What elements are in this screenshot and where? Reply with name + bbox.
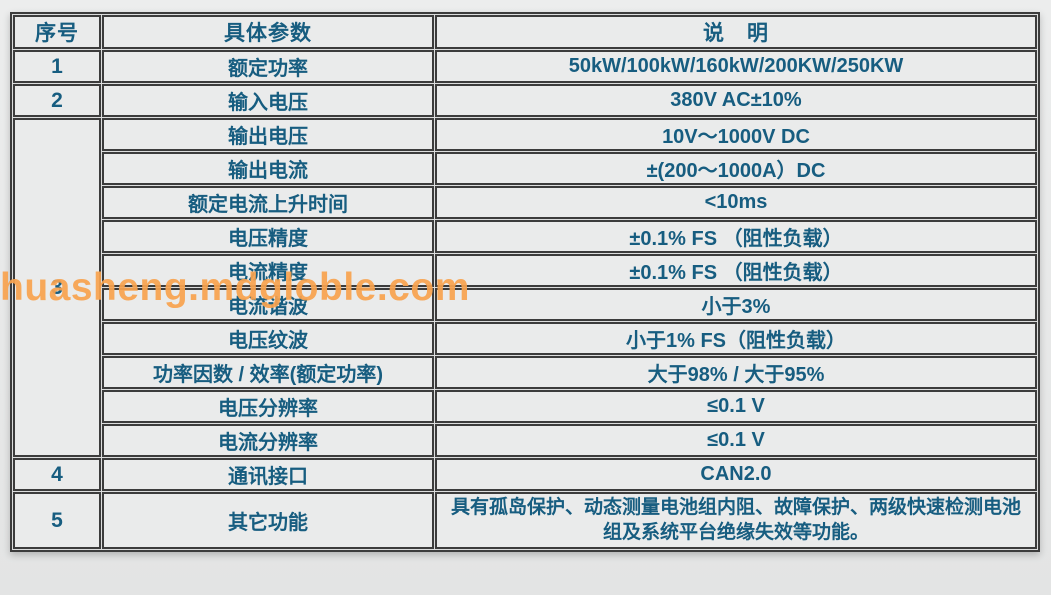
table-row: 电流分辨率 ≤0.1 V xyxy=(13,424,1037,457)
param-cell: 电流精度 xyxy=(102,254,434,287)
table-row: 4 通讯接口 CAN2.0 xyxy=(13,458,1037,491)
param-cell: 电压纹波 xyxy=(102,322,434,355)
desc-cell: 具有孤岛保护、动态测量电池组内阻、故障保护、两级快速检测电池组及系统平台绝缘失效… xyxy=(435,492,1037,550)
header-row: 序号 具体参数 说 明 xyxy=(13,15,1037,49)
table-row: 输出电流 ±(200～1000A）DC xyxy=(13,152,1037,185)
table-row: 功率因数 / 效率(额定功率) 大于98% / 大于95% xyxy=(13,356,1037,389)
param-cell: 电流分辨率 xyxy=(102,424,434,457)
param-cell: 电压精度 xyxy=(102,220,434,253)
desc-cell: ≤0.1 V xyxy=(435,390,1037,423)
param-cell: 电流谐波 xyxy=(102,288,434,321)
param-cell: 输入电压 xyxy=(102,84,434,117)
param-cell: 电压分辨率 xyxy=(102,390,434,423)
param-cell: 额定功率 xyxy=(102,50,434,83)
desc-cell: ±0.1% FS （阻性负载） xyxy=(435,220,1037,253)
row-serial: 1 xyxy=(13,50,101,83)
spec-table: 序号 具体参数 说 明 1 额定功率 50kW/100kW/160kW/200K… xyxy=(10,12,1040,553)
table-row: 电压分辨率 ≤0.1 V xyxy=(13,390,1037,423)
param-cell: 功率因数 / 效率(额定功率) xyxy=(102,356,434,389)
table-row: 5 其它功能 具有孤岛保护、动态测量电池组内阻、故障保护、两级快速检测电池组及系… xyxy=(13,492,1037,550)
table-row: 2 输入电压 380V AC±10% xyxy=(13,84,1037,117)
param-cell: 额定电流上升时间 xyxy=(102,186,434,219)
table-row: 电流谐波 小于3% xyxy=(13,288,1037,321)
desc-cell: 10V～1000V DC xyxy=(435,118,1037,151)
table-row: 额定电流上升时间 <10ms xyxy=(13,186,1037,219)
row-serial: 5 xyxy=(13,492,101,550)
header-serial: 序号 xyxy=(13,15,101,49)
param-cell: 通讯接口 xyxy=(102,458,434,491)
header-parameter: 具体参数 xyxy=(102,15,434,49)
table-row: 电压纹波 小于1% FS（阻性负载） xyxy=(13,322,1037,355)
desc-cell: 380V AC±10% xyxy=(435,84,1037,117)
desc-cell: CAN2.0 xyxy=(435,458,1037,491)
row-serial: 4 xyxy=(13,458,101,491)
header-description: 说 明 xyxy=(435,15,1037,49)
desc-cell: 小于3% xyxy=(435,288,1037,321)
row-serial: 2 xyxy=(13,84,101,117)
desc-cell: ±(200～1000A）DC xyxy=(435,152,1037,185)
desc-cell: 大于98% / 大于95% xyxy=(435,356,1037,389)
table-row: 1 额定功率 50kW/100kW/160kW/200KW/250KW xyxy=(13,50,1037,83)
param-cell: 输出电流 xyxy=(102,152,434,185)
desc-cell: ±0.1% FS （阻性负载） xyxy=(435,254,1037,287)
desc-cell: ≤0.1 V xyxy=(435,424,1037,457)
desc-cell: 小于1% FS（阻性负载） xyxy=(435,322,1037,355)
table-row: 电压精度 ±0.1% FS （阻性负载） xyxy=(13,220,1037,253)
table-row: 电流精度 ±0.1% FS （阻性负载） xyxy=(13,254,1037,287)
row-serial: 3 xyxy=(13,118,101,457)
table-row: 3 输出电压 10V～1000V DC xyxy=(13,118,1037,457)
desc-cell: <10ms xyxy=(435,186,1037,219)
desc-cell: 50kW/100kW/160kW/200KW/250KW xyxy=(435,50,1037,83)
param-cell: 其它功能 xyxy=(102,492,434,550)
param-cell: 输出电压 xyxy=(102,118,434,151)
